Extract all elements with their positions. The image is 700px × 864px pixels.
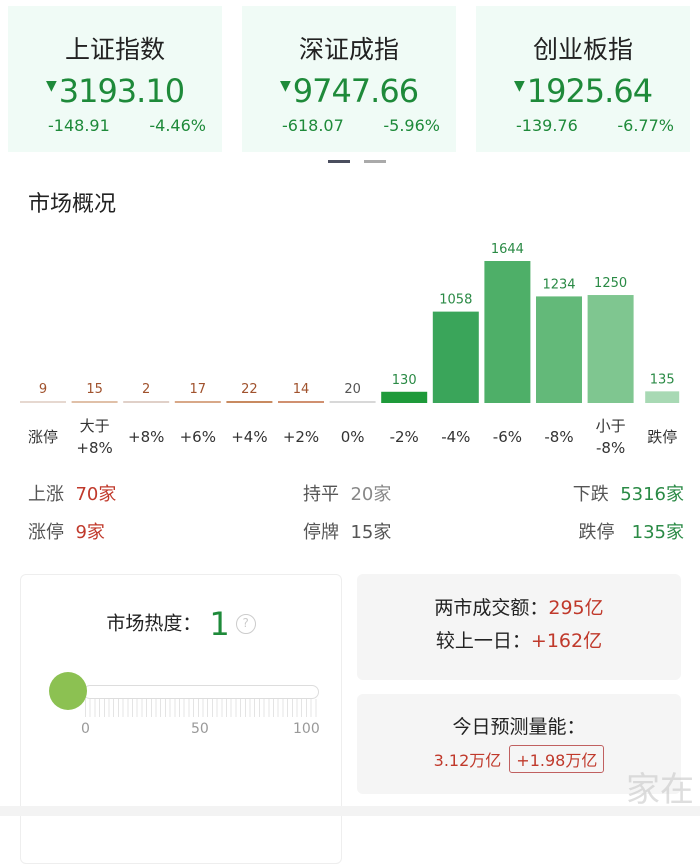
page-dot-active[interactable] (328, 160, 350, 163)
bar (123, 401, 170, 403)
down-value: 5316家 (620, 484, 684, 505)
bar-value-label: 17 (190, 382, 207, 397)
heat-gauge-track (83, 685, 319, 699)
index-card-sz[interactable]: 深证成指 ▼9747.66 -618.07 -5.96% (242, 6, 456, 152)
limit-down-value: 135家 (631, 522, 684, 543)
carousel-indicator[interactable] (328, 160, 386, 163)
index-name: 上证指数 (64, 35, 165, 64)
forecast-label: 今日预测量能： (452, 716, 586, 738)
bar (381, 391, 428, 403)
down-triangle-icon: ▼ (279, 78, 291, 94)
index-pct: -5.96% (383, 116, 440, 135)
heat-gauge-knob (49, 672, 88, 710)
index-price: 9747.66 (292, 72, 419, 110)
scale-max: 100 (293, 721, 320, 737)
turnover-diff-value: +162亿 (530, 630, 603, 652)
category-label: 涨停 (28, 428, 58, 446)
bottom-divider (0, 806, 700, 816)
suspended-label: 停牌 (303, 522, 339, 543)
category-label: 大于+8% (76, 417, 112, 457)
bar (587, 295, 634, 403)
turnover-label: 两市成交额： (434, 597, 549, 619)
index-price: 1925.64 (526, 72, 653, 110)
bar-value-label: 1234 (542, 277, 575, 292)
index-pct: -4.46% (149, 116, 206, 135)
turnover-value: 295亿 (548, 597, 604, 619)
bar-value-label: 9 (39, 382, 47, 397)
scale-mid: 50 (191, 721, 209, 737)
bar (645, 391, 680, 403)
bar-value-label: 135 (650, 372, 675, 387)
page-dot[interactable] (364, 160, 386, 163)
bar (484, 261, 531, 403)
index-card-sh[interactable]: 上证指数 ▼3193.10 -148.91 -4.46% (8, 6, 222, 152)
market-heat-panel: 市场热度： 1? 0 50 100 (20, 574, 342, 864)
category-label: -6% (493, 428, 522, 446)
bar (536, 296, 582, 403)
index-name: 深证成指 (298, 35, 399, 64)
watermark-logo: 家在 (626, 770, 694, 810)
turnover-diff-label: 较上一日： (435, 630, 531, 652)
bar (329, 401, 376, 403)
turnover-panel: 两市成交额：295亿 较上一日：+162亿 (357, 574, 681, 680)
heat-value: 1 (209, 605, 230, 643)
category-label: -4% (441, 428, 470, 446)
bar (174, 401, 221, 403)
bar-value-label: 22 (241, 382, 258, 397)
index-pct: -6.77% (617, 116, 674, 135)
index-name: 创业板指 (532, 35, 633, 64)
bar (20, 401, 66, 403)
suspended-value: 15家 (350, 522, 392, 543)
index-price: 3193.10 (58, 72, 185, 110)
category-label: +4% (231, 428, 267, 446)
down-label: 下跌 (572, 484, 609, 505)
section-title: 市场概况 (28, 192, 117, 217)
category-label: +2% (283, 428, 319, 446)
bar-value-label: 15 (86, 382, 103, 397)
flat-value: 20家 (350, 484, 392, 505)
bar (226, 401, 273, 403)
up-label: 上涨 (28, 484, 64, 505)
distribution-chart: 9 涨停 15 大于+8% 2 +8% 17 +6% 22 +4% 14 +2% 20 0% 130 -2% 1… (20, 242, 680, 457)
limit-up-value: 9家 (75, 522, 105, 543)
bar-value-label: 20 (344, 382, 361, 397)
down-triangle-icon: ▼ (45, 78, 57, 94)
category-label: 0% (341, 428, 365, 446)
index-card-cyb[interactable]: 创业板指 ▼1925.64 -139.76 -6.77% (476, 6, 690, 152)
bar-value-label: 1250 (594, 276, 627, 291)
category-label: +6% (180, 428, 216, 446)
scale-min: 0 (81, 721, 90, 737)
flat-label: 持平 (303, 484, 339, 505)
bar (432, 311, 479, 403)
heat-gauge-ticks (85, 699, 319, 717)
limit-up-label: 涨停 (28, 522, 64, 543)
index-change: -148.91 (48, 116, 110, 135)
bar (278, 401, 324, 403)
index-change: -139.76 (516, 116, 578, 135)
forecast-value: 3.12万亿 (433, 751, 502, 770)
bar-value-label: 1644 (491, 242, 524, 257)
category-label: +8% (128, 428, 164, 446)
down-triangle-icon: ▼ (513, 78, 525, 94)
index-change: -618.07 (282, 116, 344, 135)
bar-value-label: 14 (293, 382, 310, 397)
bar-value-label: 130 (392, 373, 417, 388)
category-label: -2% (390, 428, 419, 446)
category-label: -8% (544, 428, 573, 446)
limit-down-label: 跌停 (578, 522, 615, 543)
bar (71, 401, 118, 403)
help-icon[interactable]: ? (235, 614, 256, 634)
bar-value-label: 2 (142, 382, 150, 397)
category-label: 小于-8% (596, 417, 626, 457)
forecast-diff-badge: +1.98万亿 (509, 745, 605, 773)
category-label: 跌停 (647, 428, 677, 446)
forecast-panel: 今日预测量能： 3.12万亿 +1.98万亿 (357, 694, 681, 794)
up-value: 70家 (75, 484, 117, 505)
heat-label: 市场热度： (106, 612, 202, 635)
market-stats: 上涨 70家 持平 20家 下跌 5316家 涨停 9家 停牌 15家 跌停 1… (28, 480, 684, 550)
bar-value-label: 1058 (439, 293, 472, 308)
